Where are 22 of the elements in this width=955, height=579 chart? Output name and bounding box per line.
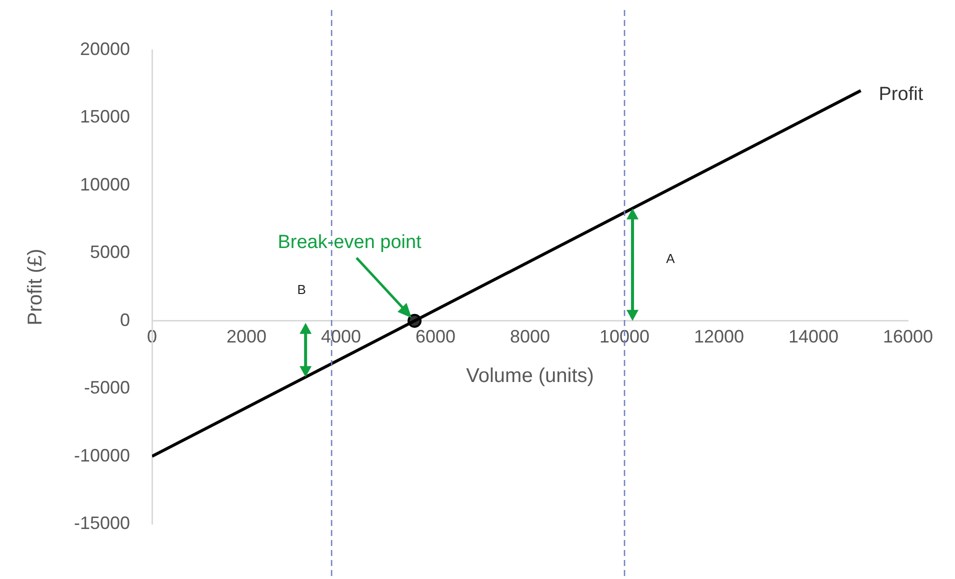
x-tick-label: 16000	[882, 326, 934, 347]
y-tick-label: 15000	[80, 106, 130, 127]
annotation: Break-even point	[278, 232, 422, 253]
x-tick-label: 4000	[321, 326, 362, 347]
x-tick-label: 8000	[510, 326, 550, 347]
x-axis-title: Volume (units)	[466, 364, 594, 387]
x-tick-label: 2000	[226, 326, 267, 347]
x-tick-label: 14000	[788, 326, 839, 347]
y-tick-label: 0	[120, 310, 130, 330]
y-tick-label: -5000	[84, 378, 130, 398]
y-axis-title: Profit (£)	[24, 248, 47, 326]
y-tick-label: 20000	[80, 38, 130, 59]
y-tick-label: 10000	[80, 174, 130, 194]
x-tick-label: 10000	[599, 326, 650, 347]
annotation: B	[297, 282, 306, 297]
x-tick-label: 6000	[416, 326, 456, 347]
y-tick-label: -10000	[74, 445, 130, 466]
y-tick-label: -15000	[74, 512, 130, 533]
y-tick-label: 5000	[90, 242, 130, 262]
annotation: A	[666, 250, 676, 266]
series-label: Profit	[878, 84, 924, 105]
x-tick-label: 12000	[694, 326, 744, 347]
